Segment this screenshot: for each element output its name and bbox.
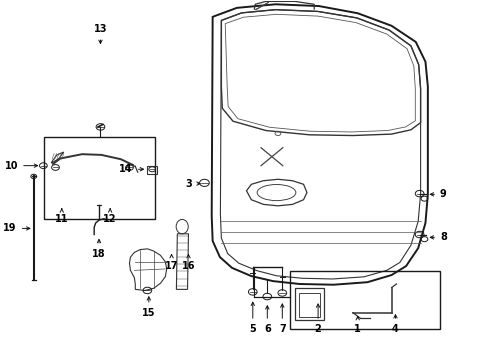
Text: 17: 17 (164, 255, 178, 271)
Text: 11: 11 (55, 209, 68, 224)
Text: 3: 3 (185, 179, 200, 189)
Text: 13: 13 (94, 24, 107, 44)
Text: 12: 12 (103, 209, 117, 224)
Text: 19: 19 (3, 224, 30, 233)
Text: 5: 5 (249, 302, 256, 334)
Text: 18: 18 (92, 239, 105, 258)
Text: 15: 15 (142, 297, 155, 318)
Text: 6: 6 (264, 306, 270, 334)
Text: 1: 1 (354, 316, 360, 334)
Bar (44, 137, 154, 220)
Bar (289, 271, 439, 329)
Text: 4: 4 (391, 315, 398, 334)
Text: 7: 7 (278, 304, 285, 334)
Text: 14: 14 (119, 164, 143, 174)
Text: 8: 8 (429, 232, 446, 242)
Text: 2: 2 (314, 304, 321, 334)
Text: 10: 10 (5, 161, 38, 171)
Text: 9: 9 (429, 189, 446, 199)
Text: 16: 16 (182, 255, 195, 271)
Bar (298, 293, 319, 317)
